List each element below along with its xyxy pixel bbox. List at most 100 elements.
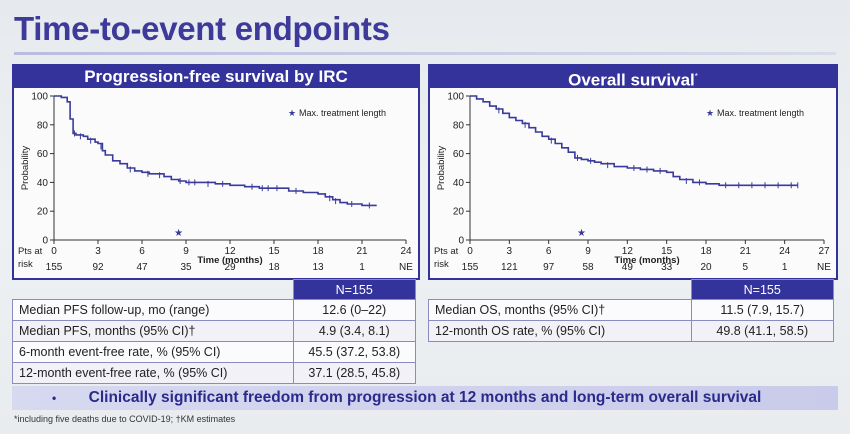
table-row: Median PFS, months (95% CI)† 4.9 (3.4, 8… [12, 320, 416, 342]
os-legend-star: ★ [706, 108, 714, 118]
pfs-x-tick-label: 12 [224, 246, 236, 257]
pfs-chart-panel: Progression-free survival by IRC 0 20 40 60… [12, 64, 420, 280]
os-y-tick-label: 40 [453, 178, 465, 189]
pfs-legend-label: Max. treatment length [299, 108, 386, 118]
os-km-curve [470, 95, 798, 187]
os-risk-value: 97 [543, 262, 555, 273]
os-row-label: 12-month OS rate, % (95% CI) [428, 320, 692, 342]
pfs-row-value: 45.5 (37.2, 53.8) [292, 341, 416, 363]
table-row: Median OS, months (95% CI)† 11.5 (7.9, 1… [428, 299, 834, 321]
pfs-x-tick-label: 0 [51, 246, 57, 257]
os-y-axis-label: Probability [436, 146, 447, 191]
os-risk-value: 58 [582, 262, 594, 273]
pfs-y-tick-label: 20 [37, 207, 49, 218]
os-y-tick-label: 0 [458, 236, 464, 247]
page-title: Time-to-event endpoints [14, 10, 390, 47]
os-risk-value: 20 [700, 262, 712, 273]
pfs-x-axis-label: Time (months) [197, 255, 262, 266]
os-max-treatment-marker: ★ [577, 228, 586, 239]
pfs-risk-label: risk [18, 259, 33, 270]
os-x-tick-label: 9 [585, 246, 591, 257]
os-risk-value: 33 [661, 262, 673, 273]
os-risk-value: 155 [462, 262, 479, 273]
pfs-legend-star: ★ [288, 108, 296, 118]
pfs-row-value: 12.6 (0–22) [292, 299, 416, 321]
pfs-y-tick-label: 40 [37, 178, 49, 189]
pfs-risk-value: 29 [224, 262, 236, 273]
os-y-tick-label: 20 [453, 207, 465, 218]
pfs-x-tick-label: 18 [312, 246, 324, 257]
banner-text: Clinically significant freedom from prog… [88, 389, 762, 406]
os-y-tick-label: 60 [453, 149, 465, 160]
os-risk-value: 121 [501, 262, 518, 273]
pfs-x-tick-label: 15 [268, 246, 280, 257]
pfs-y-tick-label: 60 [37, 149, 49, 160]
pfs-y-axis-label: Probability [20, 146, 31, 191]
pfs-table-header: N=155 [292, 279, 416, 300]
pfs-row-value: 4.9 (3.4, 8.1) [292, 320, 416, 342]
pfs-chart-title: Progression-free survival by IRC [14, 66, 418, 88]
pfs-row-value: 37.1 (28.5, 45.8) [292, 362, 416, 384]
table-row: 6-month event-free rate, % (95% CI) 45.5… [12, 341, 416, 363]
os-x-axis-label: Time (months) [614, 255, 679, 266]
pfs-risk-value: 92 [92, 262, 104, 273]
pfs-row-label: Median PFS, months (95% CI)† [12, 320, 294, 342]
pfs-risk-value: 13 [312, 262, 324, 273]
os-row-value: 11.5 (7.9, 15.7) [690, 299, 834, 321]
banner-bullet: • [52, 391, 57, 405]
os-x-tick-label: 27 [818, 246, 830, 257]
pfs-y-tick-label: 80 [37, 120, 49, 131]
pfs-km-chart: 0 20 40 60 80 100 0 3 6 9 12 15 18 21 24 Probability Tim… [18, 92, 413, 274]
os-x-tick-label: 3 [507, 246, 513, 257]
pfs-risk-value: NE [399, 262, 413, 273]
os-row-value: 49.8 (41.1, 58.5) [690, 320, 834, 342]
pfs-x-tick-label: 24 [400, 246, 412, 257]
os-risk-value: 1 [782, 262, 788, 273]
os-x-tick-label: 12 [622, 246, 634, 257]
pfs-x-tick-label: 3 [95, 246, 101, 257]
footnote: *including five deaths due to COVID-19; … [14, 414, 236, 424]
pfs-risk-value: 35 [180, 262, 192, 273]
pfs-row-label: 6-month event-free rate, % (95% CI) [12, 341, 294, 363]
pfs-risk-label: Pts at [18, 246, 43, 257]
conclusion-banner: • Clinically significant freedom from pr… [12, 386, 838, 410]
os-chart-panel: Overall survival* 0 20 40 60 80 100 0 3 6 9 12 15 18… [428, 64, 838, 280]
os-x-tick-label: 15 [661, 246, 673, 257]
pfs-max-treatment-marker: ★ [174, 228, 183, 239]
pfs-x-tick-label: 6 [139, 246, 145, 257]
pfs-summary-table: N=155 Median PFS follow-up, mo (range) 1… [12, 279, 416, 384]
os-row-label: Median OS, months (95% CI)† [428, 299, 692, 321]
os-y-tick-label: 100 [447, 92, 464, 103]
table-row: 12-month OS rate, % (95% CI) 49.8 (41.1,… [428, 320, 834, 342]
os-risk-value: 5 [743, 262, 749, 273]
pfs-risk-value: 47 [136, 262, 148, 273]
os-y-tick-label: 80 [453, 120, 465, 131]
os-legend-label: Max. treatment length [717, 108, 804, 118]
table-row: Median PFS follow-up, mo (range) 12.6 (0… [12, 299, 416, 321]
os-table-header: N=155 [690, 279, 834, 300]
title-divider [14, 52, 836, 55]
os-risk-value: 49 [622, 262, 634, 273]
pfs-x-tick-label: 21 [356, 246, 368, 257]
pfs-row-label: 12-month event-free rate, % (95% CI) [12, 362, 294, 384]
table-row: 12-month event-free rate, % (95% CI) 37.… [12, 362, 416, 384]
os-risk-value: NE [817, 262, 831, 273]
pfs-y-tick-label: 0 [42, 236, 48, 247]
pfs-risk-value: 155 [46, 262, 63, 273]
os-x-tick-label: 6 [546, 246, 552, 257]
os-x-tick-label: 0 [467, 246, 473, 257]
os-x-tick-label: 24 [779, 246, 791, 257]
pfs-y-tick-label: 100 [31, 92, 48, 103]
pfs-risk-value: 1 [359, 262, 365, 273]
os-x-tick-label: 21 [740, 246, 752, 257]
pfs-x-tick-label: 9 [183, 246, 189, 257]
os-chart-title: Overall survival* [430, 66, 836, 90]
pfs-km-curve [54, 95, 377, 207]
os-x-tick-label: 18 [700, 246, 712, 257]
os-risk-label: Pts at [434, 246, 459, 257]
os-risk-label: risk [434, 259, 449, 270]
os-summary-table: N=155 Median OS, months (95% CI)† 11.5 (… [428, 279, 834, 342]
pfs-row-label: Median PFS follow-up, mo (range) [12, 299, 294, 321]
pfs-risk-value: 18 [268, 262, 280, 273]
